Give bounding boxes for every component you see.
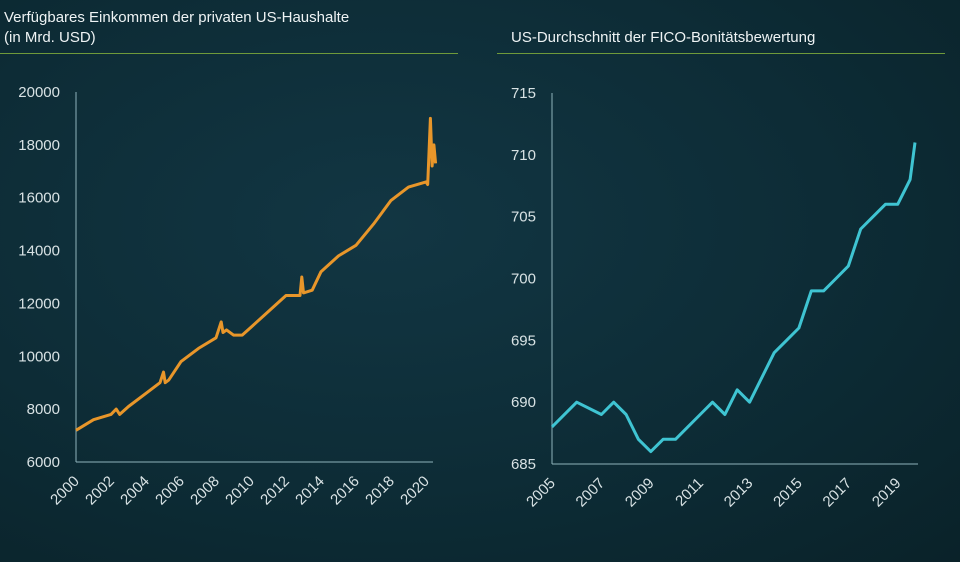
income-y-tick-label: 14000 <box>18 243 60 260</box>
income-y-tick-label: 20000 <box>18 84 60 101</box>
fico-y-tick-label: 715 <box>511 85 536 102</box>
fico-x-tick-label: 2013 <box>721 475 757 511</box>
fico-y-tick-label: 710 <box>511 147 536 164</box>
income-x-tick-label: 2002 <box>82 473 118 509</box>
fico-series-line <box>550 142 917 454</box>
income-y-tick-label: 18000 <box>18 137 60 154</box>
left-chart-title: Verfügbares Einkommen der privaten US-Ha… <box>4 9 350 46</box>
income-x-tick-label: 2008 <box>187 473 223 509</box>
fico-x-tick-label: 2007 <box>573 475 609 511</box>
income-x-tick-label: 2010 <box>222 473 258 509</box>
income-y-tick-label: 8000 <box>27 401 60 418</box>
fico-y-tick-label: 705 <box>511 209 536 226</box>
income-x-tick-label: 2004 <box>117 473 153 509</box>
income-y-tick-label: 16000 <box>18 190 60 207</box>
income-x-tick-label: 2000 <box>47 473 83 509</box>
right-title-rule <box>497 53 945 54</box>
fico-x-tick-label: 2005 <box>523 475 559 511</box>
income-x-tick-label: 2012 <box>257 473 293 509</box>
income-y-tick-label: 6000 <box>27 454 60 471</box>
income-x-tick-label: 2020 <box>397 473 433 509</box>
income-x-tick-label: 2016 <box>327 473 363 509</box>
left-title-rule <box>0 53 458 54</box>
fico-x-tick-label: 2015 <box>770 475 806 511</box>
income-x-tick-label: 2014 <box>292 473 328 509</box>
fico-y-tick-label: 690 <box>511 394 536 411</box>
fico-y-tick-label: 685 <box>511 456 536 473</box>
fico-x-tick-label: 2009 <box>622 475 658 511</box>
income-y-tick-label: 12000 <box>18 295 60 312</box>
income-x-tick-label: 2006 <box>152 473 188 509</box>
income-series-line <box>75 116 438 432</box>
fico-y-tick-label: 700 <box>511 271 536 288</box>
income-x-tick-label: 2018 <box>362 473 398 509</box>
fico-x-tick-label: 2011 <box>672 475 707 510</box>
right-chart-title: US-Durchschnitt der FICO-Bonitätsbewertu… <box>511 29 816 46</box>
fico-x-tick-label: 2019 <box>869 475 905 511</box>
fico-x-tick-label: 2017 <box>820 475 856 511</box>
fico-y-tick-label: 695 <box>511 332 536 349</box>
income-y-tick-label: 10000 <box>18 348 60 365</box>
